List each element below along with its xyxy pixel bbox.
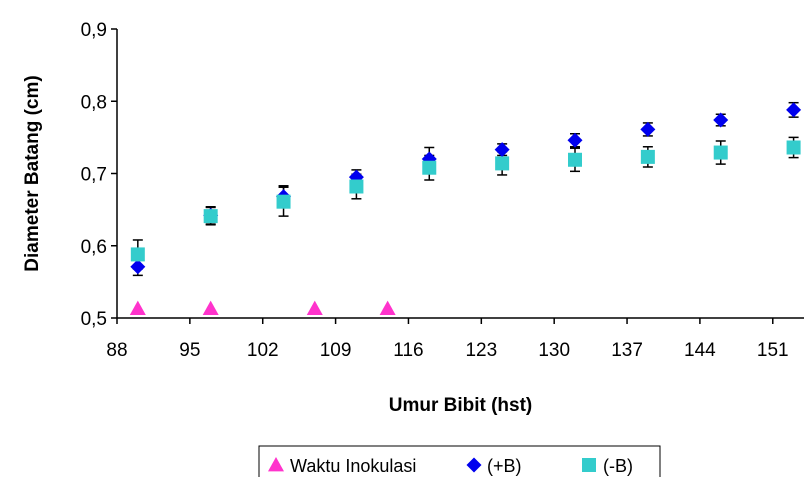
axes: 0,5 0,6 0,7 0,8 0,9 88 95 102 109 116 123 130 137 14… — [81, 20, 804, 361]
waktu-inokulasi-point — [129, 300, 146, 316]
y-tick-label: 0,5 — [81, 309, 107, 330]
x-tick-label: 88 — [106, 340, 127, 361]
b-point — [203, 209, 218, 224]
b-point — [713, 145, 728, 160]
waktu-inokulasi-point — [202, 300, 219, 316]
x-tick-label: 102 — [247, 340, 279, 361]
legend-label: (-B) — [603, 456, 633, 476]
b-point — [422, 160, 437, 175]
x-tick-label: 151 — [757, 340, 789, 361]
b-point — [568, 152, 582, 167]
legend-marker — [268, 457, 284, 472]
b-point — [640, 121, 656, 137]
y-tick-label: 0,8 — [81, 92, 107, 113]
b-point — [276, 194, 291, 209]
legend-marker — [466, 457, 482, 473]
data-markers — [129, 102, 802, 316]
b-point — [786, 140, 801, 155]
legend-label: (+B) — [487, 456, 522, 476]
y-tick-label: 0,6 — [81, 237, 107, 258]
x-tick-label: 137 — [611, 340, 643, 361]
b-point — [494, 142, 510, 158]
b-point — [713, 112, 729, 128]
b-point — [786, 102, 802, 118]
b-point — [640, 149, 655, 164]
b-point — [349, 179, 364, 194]
x-ticks: 88 95 102 109 116 123 130 137 144 151 — [106, 318, 789, 361]
b-point — [567, 132, 583, 148]
b-point — [130, 247, 145, 262]
legend-label: Waktu Inokulasi — [290, 456, 416, 476]
x-tick-label: 109 — [320, 340, 352, 361]
y-ticks: 0,5 0,6 0,7 0,8 0,9 — [81, 20, 117, 330]
b-point — [130, 259, 146, 275]
legend-marker — [582, 458, 596, 472]
x-tick-label: 144 — [684, 340, 716, 361]
waktu-inokulasi-point — [306, 300, 323, 316]
x-tick-label: 123 — [465, 340, 497, 361]
legend: Waktu Inokulasi (+B) (-B) — [258, 445, 661, 477]
x-tick-label: 130 — [538, 340, 570, 361]
y-tick-label: 0,7 — [81, 165, 107, 186]
x-axis-title: Umur Bibit (hst) — [389, 395, 533, 416]
b-point — [495, 156, 510, 171]
error-bars — [132, 101, 799, 277]
waktu-inokulasi-point — [379, 300, 396, 316]
x-tick-label: 116 — [393, 340, 423, 361]
y-tick-label: 0,9 — [81, 20, 107, 41]
x-tick-label: 95 — [179, 340, 200, 361]
y-axis-title: Diameter Batang (cm) — [22, 75, 43, 271]
